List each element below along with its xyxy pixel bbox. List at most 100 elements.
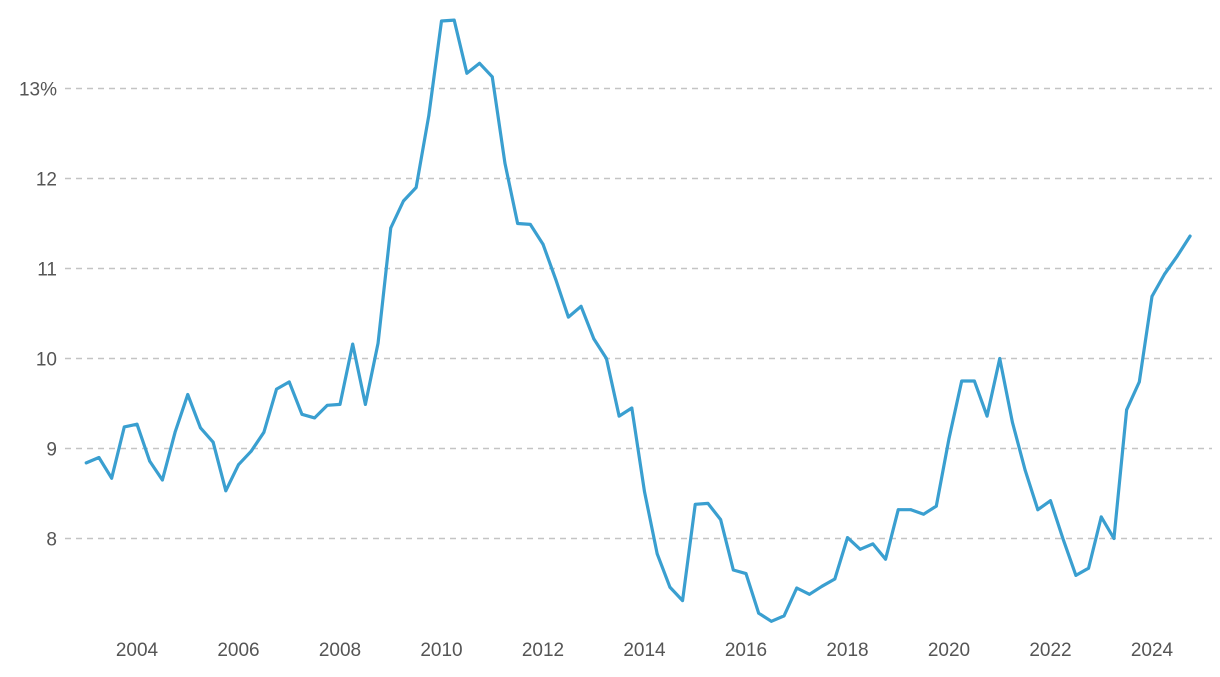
y-tick-label: 8 xyxy=(46,530,57,551)
data-point xyxy=(554,277,558,281)
data-point xyxy=(402,199,405,203)
data-point xyxy=(808,592,811,596)
data-point xyxy=(97,456,101,459)
data-point xyxy=(503,161,507,165)
data-point xyxy=(681,599,684,602)
data-point xyxy=(186,393,190,396)
data-point xyxy=(528,223,532,226)
y-tick-label: 12 xyxy=(36,170,57,191)
data-point xyxy=(199,426,202,430)
data-point xyxy=(1023,468,1027,472)
data-point xyxy=(592,337,596,341)
data-point xyxy=(541,242,545,246)
data-point xyxy=(871,542,875,546)
series-layer xyxy=(84,18,1192,623)
data-point xyxy=(858,547,862,551)
data-point xyxy=(478,61,481,65)
data-point xyxy=(655,552,659,556)
y-axis-tick-labels: 8 9 10 11 12 13% xyxy=(19,80,57,551)
data-point xyxy=(820,584,824,588)
data-point xyxy=(224,489,228,493)
x-tick-label: 2010 xyxy=(420,640,462,661)
data-point xyxy=(731,568,735,572)
x-tick-label: 2008 xyxy=(319,640,361,661)
series-line-0 xyxy=(84,18,1192,623)
data-point xyxy=(630,406,634,410)
data-point xyxy=(249,449,253,453)
data-point xyxy=(363,403,367,406)
data-point xyxy=(884,557,887,561)
data-point xyxy=(287,380,291,384)
data-point xyxy=(351,342,355,346)
data-point xyxy=(1087,566,1090,570)
data-point xyxy=(389,226,393,230)
data-point xyxy=(1099,515,1103,519)
data-point xyxy=(1125,408,1129,412)
data-point xyxy=(300,412,304,416)
data-point xyxy=(490,75,494,79)
data-point xyxy=(122,425,126,429)
y-tick-label: 11 xyxy=(37,260,57,281)
data-point xyxy=(427,114,431,117)
y-tick-label: 10 xyxy=(36,350,57,371)
data-point xyxy=(516,222,520,225)
x-tick-label: 2018 xyxy=(826,640,868,661)
data-point xyxy=(947,437,951,440)
x-tick-label: 2016 xyxy=(725,640,767,661)
data-point xyxy=(1074,574,1078,577)
data-point xyxy=(833,577,837,581)
data-point xyxy=(338,403,342,406)
x-tick-label: 2022 xyxy=(1029,640,1071,661)
data-point xyxy=(211,440,215,444)
data-point xyxy=(934,504,938,508)
data-point xyxy=(579,304,583,308)
y-tick-label: 13% xyxy=(19,80,57,101)
x-tick-label: 2006 xyxy=(217,640,259,661)
data-point xyxy=(376,341,380,345)
y-tick-label: 9 xyxy=(46,440,57,461)
data-point xyxy=(782,614,786,618)
data-point xyxy=(148,459,152,463)
data-point xyxy=(325,403,329,407)
data-point xyxy=(605,357,608,360)
data-point xyxy=(1112,537,1116,540)
data-point xyxy=(1175,254,1179,258)
data-point xyxy=(693,502,697,506)
data-point xyxy=(617,414,621,418)
x-tick-label: 2024 xyxy=(1131,640,1174,661)
data-point xyxy=(1061,538,1065,541)
data-point xyxy=(160,478,164,482)
data-point xyxy=(566,315,570,319)
data-point xyxy=(313,416,317,420)
data-point xyxy=(972,379,976,383)
x-tick-label: 2020 xyxy=(928,640,970,661)
data-point xyxy=(909,508,913,512)
data-point xyxy=(414,186,418,189)
data-point xyxy=(84,461,88,465)
data-point xyxy=(452,18,456,22)
data-point xyxy=(110,476,114,480)
x-tick-label: 2014 xyxy=(623,640,666,661)
data-point xyxy=(896,508,900,512)
data-point xyxy=(1036,508,1040,512)
data-point xyxy=(795,586,799,590)
data-point xyxy=(706,502,710,505)
data-point xyxy=(922,512,926,516)
data-point xyxy=(173,430,177,434)
data-point xyxy=(1188,234,1192,238)
x-tick-label: 2012 xyxy=(522,640,564,661)
data-point xyxy=(1011,421,1014,424)
data-point xyxy=(960,379,964,383)
data-point xyxy=(1137,380,1141,384)
data-point xyxy=(668,585,672,589)
data-point xyxy=(237,463,240,467)
data-point xyxy=(643,490,646,494)
data-point xyxy=(1150,295,1154,298)
data-point xyxy=(1163,272,1167,276)
data-point xyxy=(262,430,266,434)
x-axis-tick-labels: 2004 2006 2008 2010 2012 2014 2016 2018 2020 2022… xyxy=(116,640,1174,661)
data-point xyxy=(440,19,443,23)
data-point xyxy=(846,536,849,539)
